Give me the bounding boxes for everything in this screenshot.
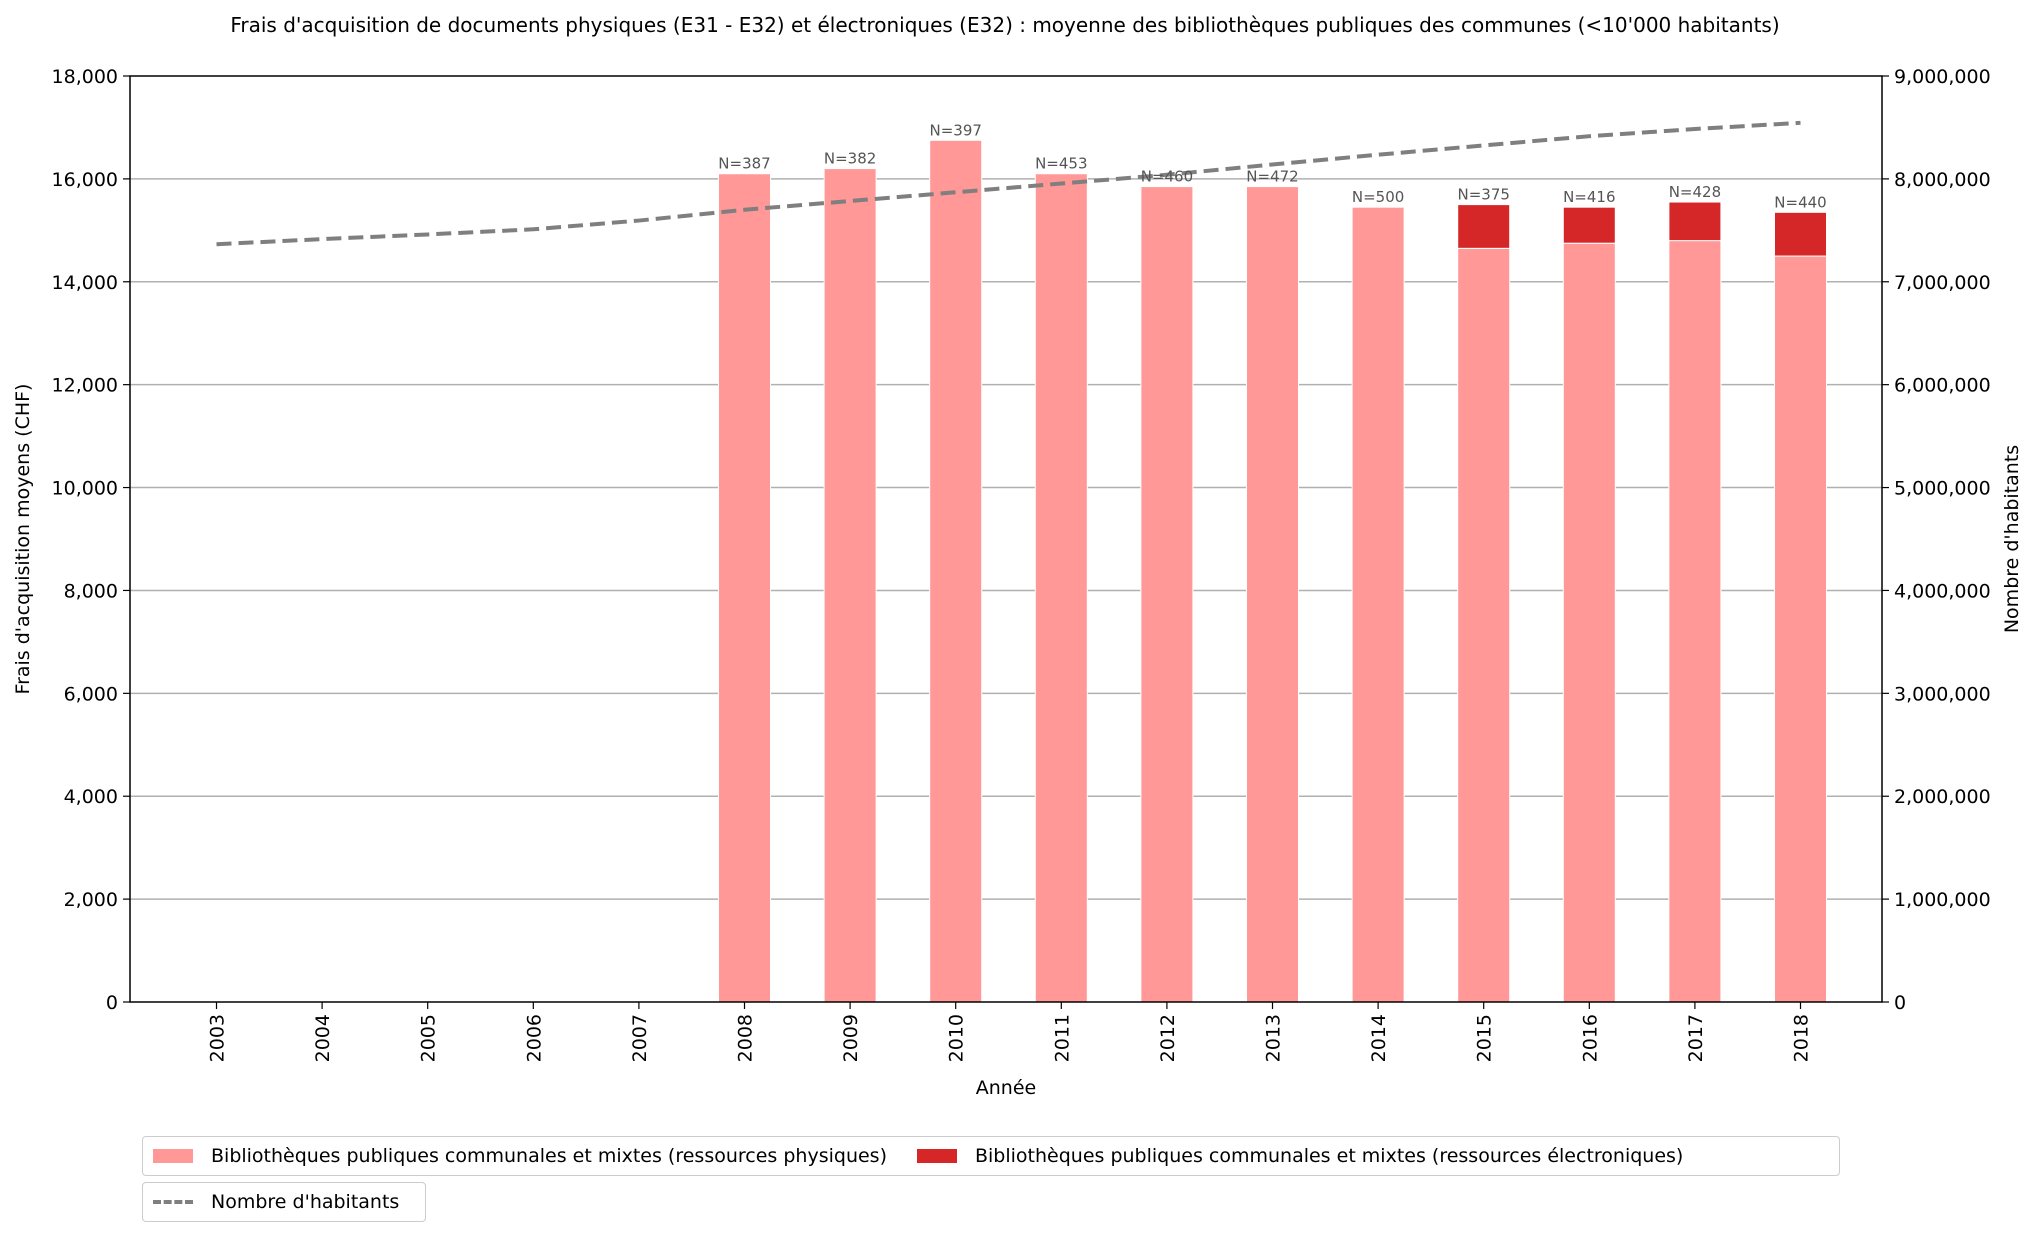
- bar-physical: [718, 173, 771, 1003]
- x-tick-label: 2016: [1579, 1014, 1601, 1062]
- chart-title: Frais d'acquisition de documents physiqu…: [230, 13, 1779, 37]
- x-tick-label: 2004: [312, 1014, 334, 1062]
- count-label: N=387: [718, 155, 770, 173]
- x-tick-label: 2014: [1368, 1014, 1390, 1062]
- x-axis-label: Année: [976, 1077, 1036, 1099]
- count-label: N=397: [929, 121, 981, 139]
- x-axis: 2003 2004 2005 2006 2007 2008 2009 2010 2011 2012…: [207, 1002, 1813, 1062]
- legend-entry-electronic: Bibliothèques publiques communales et mi…: [916, 1145, 1684, 1167]
- x-tick-label: 2005: [418, 1014, 440, 1062]
- population-line-path: [216, 120, 1801, 247]
- legend-label-population: Nombre d'habitants: [211, 1191, 400, 1213]
- y2-tick-label: 3,000,000: [1894, 683, 1991, 705]
- x-tick-label: 2013: [1263, 1014, 1285, 1062]
- bar-physical: [1140, 186, 1194, 1003]
- count-label: N=428: [1669, 183, 1721, 201]
- y2-tick-label: 2,000,000: [1894, 786, 1991, 808]
- bar-electronic: [1457, 204, 1511, 249]
- y-tick-label: 18,000: [52, 66, 118, 88]
- bar-electronic: [1562, 206, 1616, 244]
- bar-physical: [1562, 242, 1616, 1003]
- legend-entry-population: Nombre d'habitants: [153, 1191, 399, 1213]
- y2-tick-label: 8,000,000: [1894, 169, 1991, 191]
- bar-physical: [1774, 255, 1827, 1003]
- population-line: [216, 120, 1801, 247]
- count-label: N=500: [1352, 188, 1404, 206]
- x-tick-label: 2010: [946, 1014, 968, 1062]
- legend-swatch-electronic: [916, 1149, 957, 1163]
- legend-label-physical: Bibliothèques publiques communales et mi…: [211, 1145, 887, 1167]
- legend-box-bottom: Nombre d'habitants: [142, 1182, 426, 1222]
- left-axis: 0 2,000 4,000 6,000 8,000 10,000 12,000 14,000 1…: [52, 66, 130, 1014]
- bar-physical: [1668, 240, 1722, 1003]
- y-tick-label: 8,000: [64, 580, 118, 602]
- count-label: N=440: [1774, 193, 1826, 211]
- y-tick-label: 4,000: [64, 786, 118, 808]
- legend-box-top: Bibliothèques publiques communales et mi…: [142, 1136, 1840, 1176]
- bar-electronic: [1774, 211, 1827, 257]
- x-tick-label: 2011: [1051, 1014, 1073, 1062]
- y2-axis-label: Nombre d'habitants: [2001, 445, 2023, 633]
- count-label: N=375: [1457, 186, 1509, 204]
- bar-physical: [1351, 206, 1405, 1003]
- x-tick-label: 2003: [207, 1014, 229, 1062]
- y-tick-label: 12,000: [52, 375, 118, 397]
- x-tick-label: 2007: [629, 1014, 651, 1062]
- legend-entry-physical: Bibliothèques publiques communales et mi…: [153, 1145, 887, 1167]
- y-tick-label: 6,000: [64, 683, 118, 705]
- x-tick-label: 2008: [735, 1014, 757, 1062]
- y-axis-label: Frais d'acquisition moyens (CHF): [12, 384, 34, 695]
- legend-swatch-population: [153, 1200, 193, 1204]
- bar-physical: [929, 139, 983, 1003]
- count-label: N=460: [1141, 168, 1193, 186]
- y2-tick-label: 6,000,000: [1894, 375, 1991, 397]
- x-tick-label: 2006: [523, 1014, 545, 1062]
- y-tick-label: 16,000: [52, 169, 118, 191]
- count-label: N=382: [824, 150, 876, 168]
- bar-physical: [1034, 173, 1088, 1003]
- x-tick-label: 2017: [1685, 1014, 1707, 1062]
- bar-electronic: [1668, 201, 1722, 242]
- legend-label-electronic: Bibliothèques publiques communales et mi…: [974, 1145, 1684, 1167]
- y2-tick-label: 7,000,000: [1894, 272, 1991, 294]
- count-label: N=416: [1563, 188, 1615, 206]
- plot-frame: [129, 75, 1883, 1003]
- y-tick-label: 10,000: [52, 478, 118, 500]
- count-annotations: N=387 N=382 N=397 N=453 N=460 N=472 N=500 N=375…: [718, 121, 1826, 211]
- y-tick-label: 2,000: [64, 889, 118, 911]
- bars: [718, 139, 1827, 1003]
- y-tick-label: 0: [106, 992, 118, 1014]
- x-tick-label: 2009: [840, 1014, 862, 1062]
- y2-tick-label: 1,000,000: [1894, 889, 1991, 911]
- y2-tick-label: 5,000,000: [1894, 478, 1991, 500]
- bar-physical: [823, 168, 877, 1003]
- y2-tick-label: 9,000,000: [1894, 66, 1991, 88]
- x-tick-label: 2015: [1474, 1014, 1496, 1062]
- x-tick-label: 2012: [1157, 1014, 1179, 1062]
- y-tick-label: 14,000: [52, 272, 118, 294]
- x-tick-label: 2018: [1791, 1014, 1813, 1062]
- bar-physical: [1457, 247, 1511, 1003]
- y2-tick-label: 0: [1894, 992, 1906, 1014]
- y2-tick-label: 4,000,000: [1894, 580, 1991, 602]
- grid-lines: [130, 178, 1882, 900]
- right-axis: 0 1,000,000 2,000,000 3,000,000 4,000,000 5,0…: [1882, 66, 1991, 1014]
- count-label: N=453: [1035, 155, 1087, 173]
- bar-physical: [1246, 186, 1299, 1003]
- count-label: N=472: [1246, 168, 1298, 186]
- legend-swatch-physical: [153, 1149, 193, 1163]
